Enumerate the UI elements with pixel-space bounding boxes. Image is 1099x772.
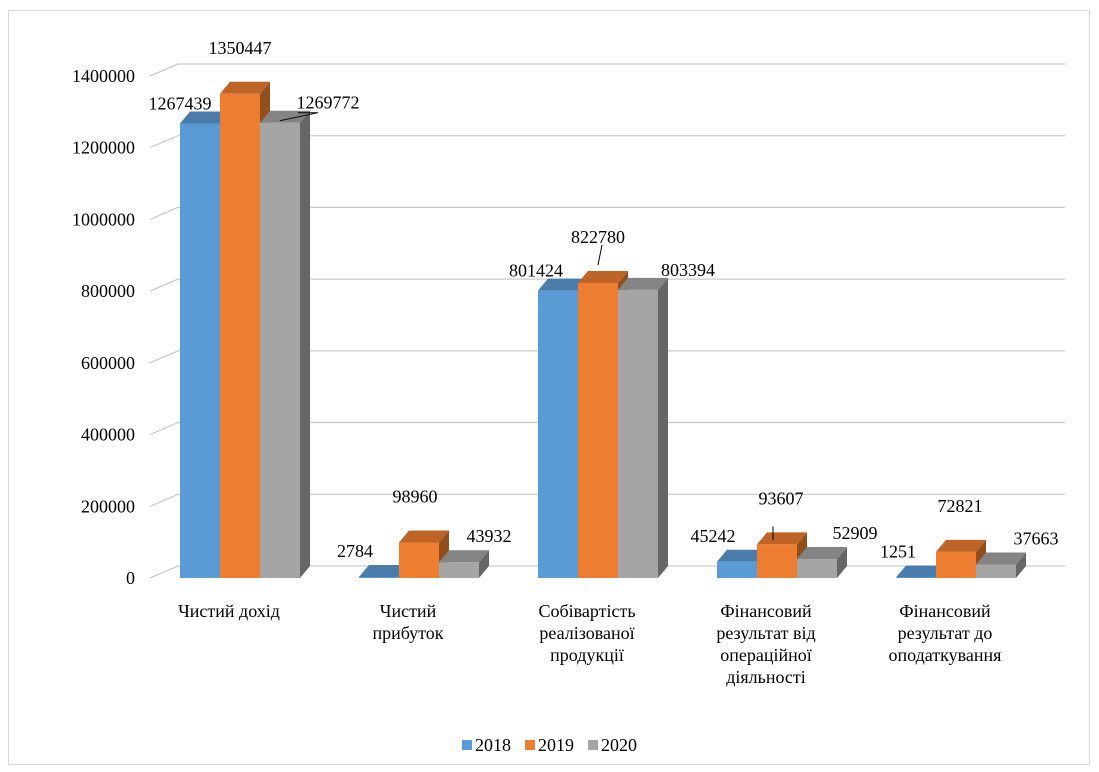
data-label: 2784 [337, 541, 373, 561]
bar-side [479, 550, 489, 578]
bar-front [717, 561, 757, 578]
category-label: Чистий дохід [178, 601, 280, 621]
legend-label: 2019 [538, 734, 574, 755]
gridline [149, 63, 1065, 77]
bar-2020 [797, 547, 847, 578]
gridline [149, 278, 1065, 292]
bar-top [717, 549, 767, 562]
y-tick-label: 1000000 [72, 209, 135, 229]
bar-top [439, 550, 489, 563]
bar-front [757, 544, 797, 578]
bar-side [658, 277, 668, 578]
category-label: Фінансовий результат від операційної дія… [716, 601, 816, 687]
bar-top [359, 565, 409, 578]
bar-2020 [439, 550, 489, 578]
y-tick-label: 400000 [81, 425, 135, 445]
bar-top [976, 552, 1026, 565]
bar-2020 [976, 552, 1026, 578]
bar-top [538, 278, 588, 291]
bar-front [359, 577, 399, 578]
category-label: Собівартість реалізованої продукції [538, 601, 636, 665]
bar-front [538, 290, 578, 578]
bar-front [797, 559, 837, 578]
legend-label: 2020 [601, 734, 637, 755]
bar-front [439, 562, 479, 578]
legend-item-2019: 2019 [525, 735, 574, 756]
bar-side [300, 110, 310, 578]
data-label: 45242 [691, 526, 736, 546]
bar-front [180, 123, 220, 578]
legend-label: 2018 [475, 734, 511, 755]
bar-2020 [618, 277, 668, 578]
data-label: 72821 [938, 496, 983, 516]
data-label: 52909 [833, 523, 878, 543]
legend-item-2020: 2020 [588, 735, 637, 756]
data-label: 1350447 [209, 38, 272, 58]
gridline [149, 206, 1065, 220]
y-tick-label: 1400000 [72, 66, 135, 86]
bar-front [399, 542, 439, 578]
bar-front [936, 551, 976, 578]
gridline [149, 350, 1065, 364]
bar-2020 [260, 110, 310, 578]
data-label: 803394 [661, 260, 715, 280]
data-label: 1251 [880, 542, 916, 562]
data-label: 822780 [571, 227, 625, 247]
data-label: 37663 [1014, 528, 1059, 548]
bar-front [578, 282, 618, 578]
bars [180, 81, 1026, 579]
category-label: Чистий прибуток [372, 601, 444, 643]
data-label: 98960 [393, 487, 438, 507]
legend: 2018 2019 2020 [0, 733, 1099, 757]
bar-top [896, 565, 946, 578]
bar-top [618, 277, 668, 290]
bar-front [260, 122, 300, 578]
bar-side [837, 547, 847, 578]
legend-swatch [525, 740, 535, 750]
gridline [149, 135, 1065, 149]
leader-line [279, 112, 319, 122]
y-tick-label: 600000 [81, 353, 135, 373]
bar-top [797, 547, 847, 560]
bar-top [260, 110, 310, 123]
data-label: 1267439 [149, 94, 212, 114]
gridline [149, 493, 1065, 507]
y-tick-label: 1200000 [72, 138, 135, 158]
bar-top [220, 81, 270, 94]
bar-front [976, 564, 1016, 578]
bar-front [220, 93, 260, 579]
bar-top [578, 270, 628, 283]
legend-swatch [588, 740, 598, 750]
y-tick-label: 200000 [81, 496, 135, 516]
bar-front [618, 289, 658, 578]
bar-top [757, 532, 807, 545]
leader-line [597, 244, 603, 266]
category-label: Фінансовий результат до оподаткування [888, 601, 1002, 665]
y-tick-label: 800000 [81, 281, 135, 301]
data-label: 93607 [759, 488, 804, 508]
bar-side [1016, 552, 1026, 578]
y-axis: 0 200000 400000 600000 800000 1000000 1200000 1… [72, 66, 135, 588]
legend-swatch [462, 740, 472, 750]
y-tick-label: 0 [126, 568, 135, 588]
bar-top [399, 530, 449, 543]
data-labels: 1267439 1350447 1269772 2784 98960 43932 80142… [149, 38, 1059, 562]
bar-top [180, 111, 230, 124]
legend-item-2018: 2018 [462, 735, 511, 756]
data-label: 1269772 [297, 93, 360, 113]
data-label: 801424 [509, 261, 563, 281]
data-label: 43932 [467, 526, 512, 546]
gridline [149, 422, 1065, 436]
bar-top [936, 539, 986, 552]
